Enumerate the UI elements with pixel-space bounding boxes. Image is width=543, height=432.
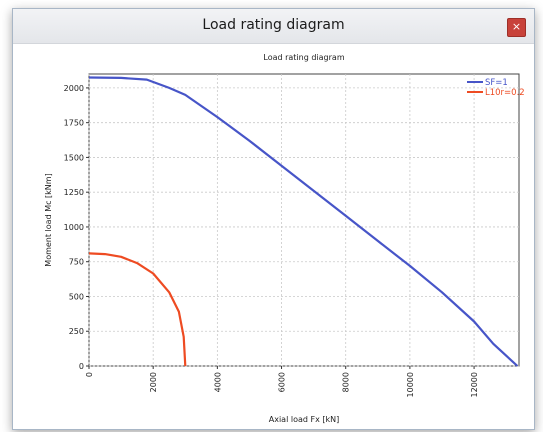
series-line-1 (88, 76, 519, 367)
close-button[interactable]: × (507, 18, 526, 37)
y-tick-label: 250 (69, 327, 84, 336)
chart-title: Load rating diagram (263, 53, 344, 62)
series-line-2 (88, 252, 187, 367)
y-tick-label: 1250 (64, 188, 84, 197)
y-axis-label: Moment load Mc [kNm] (44, 173, 53, 266)
y-tick-label: 1750 (64, 119, 84, 128)
x-tick-label: 12000 (470, 372, 479, 397)
y-tick-label: 2000 (64, 84, 84, 93)
y-tick-label: 750 (69, 258, 84, 267)
load-rating-chart: 0 250 500 750 1000 1250 1500 1750 2000 0 2000 4000 6… (44, 53, 525, 424)
dialog-window: Load rating diagram × 0 250 500 750 1000 1250… (12, 8, 535, 430)
x-tick-label: 2000 (149, 372, 158, 392)
chart-area: 0 250 500 750 1000 1250 1500 1750 2000 0 2000 4000 6… (13, 44, 534, 429)
x-tick-label: 10000 (406, 372, 415, 397)
y-tick-label: 1000 (64, 223, 84, 232)
x-tick-label: 6000 (278, 372, 287, 392)
x-tick-label: 8000 (342, 372, 351, 392)
y-tick-label: 500 (69, 292, 84, 301)
plot-frame (88, 73, 520, 367)
x-axis-label: Axial load Fx [kN] (269, 415, 339, 424)
y-tick-label: 0 (79, 362, 84, 371)
title-bar[interactable]: Load rating diagram × (13, 9, 534, 44)
legend-label: SF=1 (485, 78, 508, 88)
window-title: Load rating diagram (202, 17, 345, 33)
y-tick-label: 1500 (64, 153, 84, 162)
x-tick-label: 0 (85, 372, 94, 377)
legend-label: L10r=0.2 (485, 88, 525, 98)
x-tick-label: 4000 (213, 372, 222, 392)
